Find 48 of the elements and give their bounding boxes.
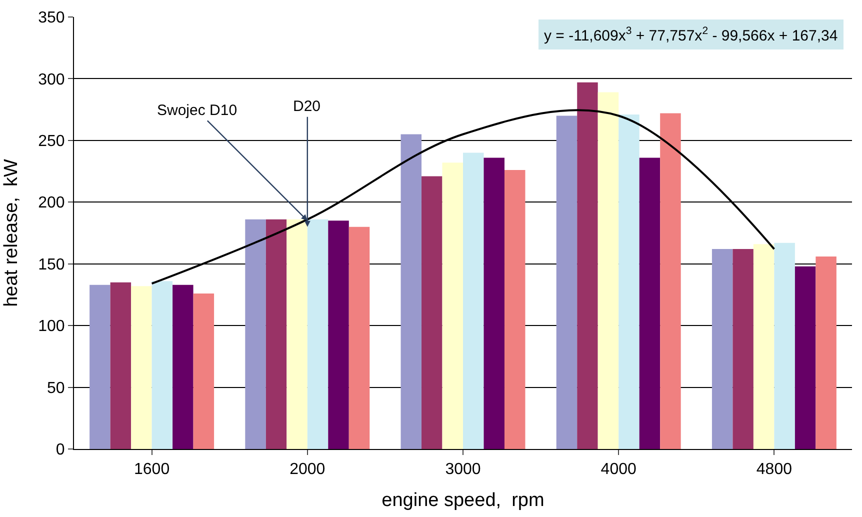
bar xyxy=(712,249,733,449)
x-tick-label: 1600 xyxy=(134,461,170,478)
x-tick-label: 4800 xyxy=(756,461,792,478)
bar xyxy=(732,249,754,449)
y-axis-title: heat release, kW xyxy=(0,159,22,307)
bar xyxy=(504,170,526,449)
bar xyxy=(816,256,836,449)
y-tick-label: 200 xyxy=(38,194,65,212)
y-tick-label: 150 xyxy=(38,256,65,274)
annotation: D20 xyxy=(293,98,321,115)
x-tick-label: 3000 xyxy=(445,461,481,478)
bar xyxy=(172,284,194,449)
bar xyxy=(577,82,598,449)
bar xyxy=(753,244,774,449)
x-tick-label: 2000 xyxy=(290,461,326,478)
bar xyxy=(328,220,349,449)
bar xyxy=(598,92,619,449)
y-tick-label: 350 xyxy=(38,10,65,27)
x-tick-label: 4000 xyxy=(600,461,636,478)
bar xyxy=(90,284,110,449)
bar xyxy=(618,114,640,449)
bar xyxy=(639,158,660,449)
bar xyxy=(286,219,308,449)
bar xyxy=(660,113,681,449)
y-tick-label: 50 xyxy=(47,380,65,397)
bar xyxy=(484,158,504,449)
bar xyxy=(442,162,463,449)
bar xyxy=(245,219,266,449)
y-tick-label: 100 xyxy=(38,318,65,336)
y-tick-label: 0 xyxy=(56,442,65,459)
bar xyxy=(348,226,370,449)
annotation: Swojec D10 xyxy=(157,102,238,119)
bar xyxy=(463,152,484,449)
bar xyxy=(307,219,328,449)
bar xyxy=(266,219,287,449)
bar xyxy=(774,242,795,449)
bar xyxy=(110,282,132,449)
bar xyxy=(556,116,578,449)
y-tick-label: 300 xyxy=(38,71,65,88)
bar xyxy=(193,293,214,449)
x-axis-title: engine speed, rpm xyxy=(382,490,544,511)
bar xyxy=(400,134,422,449)
bar xyxy=(152,281,173,449)
y-tick-label: 250 xyxy=(38,133,65,150)
bar xyxy=(422,176,442,449)
annotation: y = -11,609x$^{3}$ + 77,757x$^{2}$ - 99,566x + 167,34 xyxy=(544,25,838,44)
bar xyxy=(131,286,152,449)
bar xyxy=(794,266,816,449)
